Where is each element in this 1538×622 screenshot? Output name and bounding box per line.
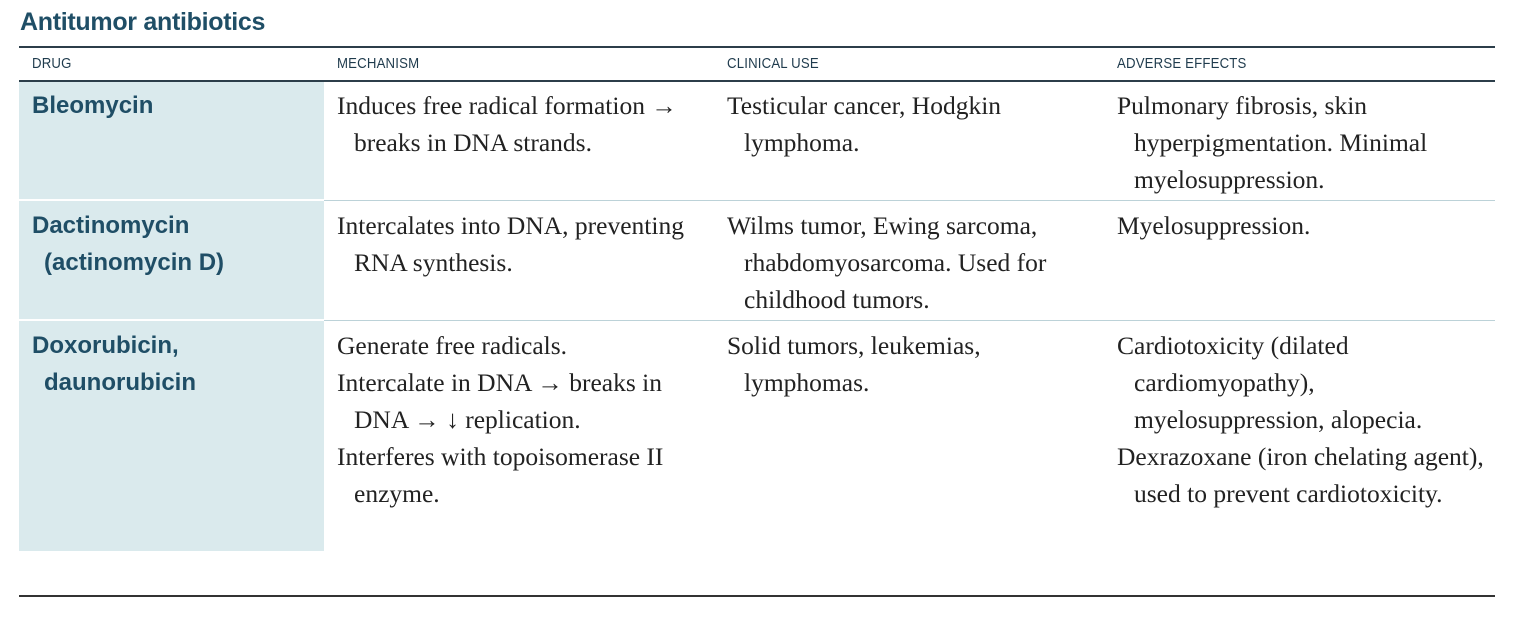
adverse-effects-text: Dexrazoxane (iron chelating agent), used… bbox=[1117, 442, 1484, 508]
table-header-rule bbox=[19, 80, 1495, 82]
section-title: Antitumor antibiotics bbox=[20, 8, 266, 36]
mechanism-cell: Generate free radicals. Intercalate in D… bbox=[337, 327, 717, 512]
drug-name-line: Doxorubicin, bbox=[32, 332, 179, 359]
drug-name-doxorubicin: Doxorubicin, daunorubicin bbox=[32, 327, 196, 401]
drug-name-dactinomycin: Dactinomycin (actinomycin D) bbox=[32, 207, 224, 281]
mechanism-text: Interferes with topoisomerase II enzyme. bbox=[337, 442, 664, 508]
adverse-effects-cell: Pulmonary fibrosis, skin hyperpigmentati… bbox=[1117, 87, 1487, 198]
drug-name-bleomycin: Bleomycin bbox=[32, 87, 153, 124]
drug-name-line: Bleomycin bbox=[32, 92, 154, 119]
clinical-use-text: Wilms tumor, Ewing sarcoma, rhabdomyosar… bbox=[727, 211, 1047, 314]
header-drug: DRUG bbox=[32, 55, 72, 72]
adverse-effects-cell: Cardiotoxicity (dilated cardiomyopathy),… bbox=[1117, 327, 1487, 512]
drug-name-line: daunorubicin bbox=[44, 369, 196, 396]
clinical-use-cell: Wilms tumor, Ewing sarcoma, rhabdomyosar… bbox=[727, 207, 1107, 318]
adverse-effects-cell: Myelosuppression. bbox=[1117, 207, 1487, 244]
mechanism-text: Intercalates into DNA, preventing RNA sy… bbox=[337, 211, 684, 277]
drug-name-line: (actinomycin D) bbox=[44, 249, 225, 276]
adverse-effects-text: Cardiotoxicity (dilated cardiomyopathy),… bbox=[1117, 331, 1423, 434]
drug-column-shading bbox=[19, 82, 324, 551]
header-mechanism: MECHANISM bbox=[337, 55, 420, 72]
page-bottom-rule bbox=[19, 595, 1495, 597]
header-clinical-use: CLINICAL USE bbox=[727, 55, 819, 72]
clinical-use-text: Testicular cancer, Hodgkin lymphoma. bbox=[727, 91, 1002, 157]
drug-row-separator bbox=[19, 319, 324, 321]
adverse-effects-text: Myelosuppression. bbox=[1117, 211, 1311, 240]
clinical-use-text: Solid tumors, leukemias, lymphomas. bbox=[727, 331, 981, 397]
drug-name-line: Dactinomycin bbox=[32, 212, 190, 239]
adverse-effects-text: Pulmonary fibrosis, skin hyperpigmentati… bbox=[1117, 91, 1428, 194]
table-top-rule bbox=[19, 46, 1495, 48]
clinical-use-cell: Testicular cancer, Hodgkin lymphoma. bbox=[727, 87, 1107, 161]
mechanism-text: Intercalate in DNA → breaks in DNA → ↓ r… bbox=[337, 368, 663, 434]
clinical-use-cell: Solid tumors, leukemias, lymphomas. bbox=[727, 327, 1107, 401]
mechanism-text: Generate free radicals. bbox=[337, 331, 568, 360]
drug-row-separator bbox=[19, 199, 324, 201]
header-adverse-effects: ADVERSE EFFECTS bbox=[1117, 55, 1247, 72]
mechanism-text: Induces free radical formation → breaks … bbox=[337, 91, 677, 157]
row-separator bbox=[324, 200, 1495, 201]
mechanism-cell: Induces free radical formation → breaks … bbox=[337, 87, 717, 161]
row-separator bbox=[324, 320, 1495, 321]
mechanism-cell: Intercalates into DNA, preventing RNA sy… bbox=[337, 207, 717, 281]
